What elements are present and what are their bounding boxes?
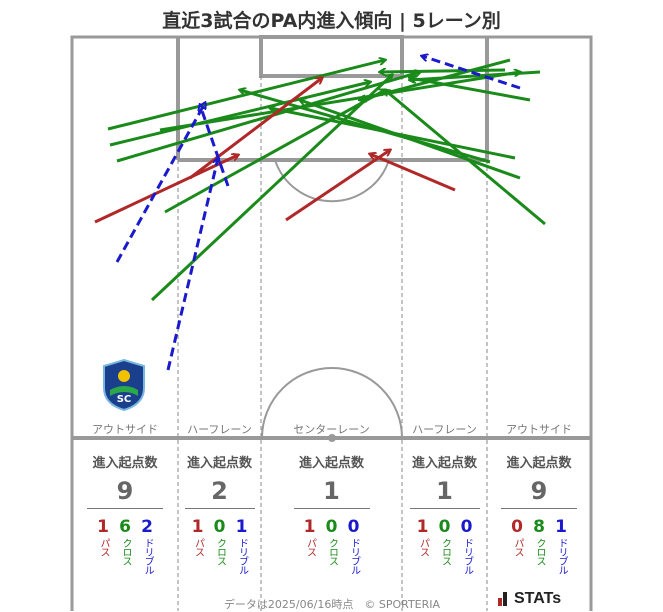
stats-breakdown: 1 パス 0 クロス 0 ドリブル — [402, 517, 487, 574]
cross-label: クロス — [214, 538, 226, 565]
brand-logo: STATs — [498, 590, 561, 608]
pass-arrow — [189, 78, 322, 180]
lane-stats-outside-right: 進入起点数 9 0 パス 8 クロス 1 ドリブル — [487, 452, 591, 574]
lane-label-half-left: ハーフレーン — [187, 423, 252, 436]
cross-arrow — [270, 108, 516, 160]
penalty-arc — [274, 159, 390, 203]
stats-total: 9 — [116, 477, 134, 505]
entry-arrows — [94, 56, 546, 371]
cross-arrow — [150, 75, 392, 302]
stats-header: 進入起点数 — [298, 456, 364, 471]
stats-breakdown: 0 パス 8 クロス 1 ドリブル — [487, 517, 591, 574]
dribble-label: ドリブル — [142, 538, 153, 574]
dribble-arrow — [115, 103, 205, 263]
pass-label: パス — [304, 538, 316, 556]
dribble-label: ドリブル — [461, 538, 473, 574]
pass-label: パス — [417, 538, 429, 556]
dribble-arrow — [166, 158, 218, 371]
cross-arrow — [380, 70, 506, 72]
pass-label: パス — [98, 538, 109, 556]
cross-arrow — [109, 82, 370, 147]
cross-arrow — [410, 70, 541, 80]
lane-stats-half-right: 進入起点数 1 1 パス 0 クロス 0 ドリブル — [402, 452, 487, 574]
stats-header: 進入起点数 — [186, 456, 252, 471]
stats-divider — [87, 508, 163, 509]
brand-bars-icon — [498, 592, 510, 606]
center-circle — [261, 367, 403, 439]
lane-label-center: センターレーン — [293, 423, 370, 436]
pass-count: 0 — [511, 517, 523, 537]
dribble-label: ドリブル — [556, 538, 567, 574]
stats-breakdown: 1 パス 0 クロス 0 ドリブル — [261, 517, 402, 574]
pass-count: 1 — [191, 517, 204, 537]
dribble-arrow — [422, 56, 521, 90]
cross-arrow — [164, 90, 385, 214]
stats-breakdown: 1 パス 0 クロス 1 ドリブル — [178, 517, 261, 574]
cross-count: 8 — [533, 517, 545, 537]
lane-stats-half-left: 進入起点数 2 1 パス 0 クロス 1 ドリブル — [178, 452, 261, 574]
lane-label-outside-right: アウトサイド — [506, 423, 572, 436]
lane-stats-outside-left: 進入起点数 9 1 パス 6 クロス 2 ドリブル — [72, 452, 178, 574]
stats-header: 進入起点数 — [92, 456, 158, 471]
dribble-label: ドリブル — [236, 538, 248, 574]
pass-label: パス — [512, 538, 523, 556]
stats-total: 1 — [323, 477, 340, 505]
pass-arrow — [370, 154, 456, 192]
dribble-count: 1 — [555, 517, 567, 537]
dribble-count: 2 — [141, 517, 153, 537]
pass-count: 1 — [416, 517, 429, 537]
chart-title: 直近3試合のPA内進入傾向 | 5レーン別 — [162, 10, 501, 32]
cross-count: 0 — [325, 517, 338, 537]
lane-label-outside-left: アウトサイド — [92, 423, 158, 436]
footer-credit: データは2025/06/16時点 © SPORTERIA — [223, 598, 441, 611]
stats-header: 進入起点数 — [506, 456, 572, 471]
cross-count: 6 — [119, 517, 131, 537]
cross-label: クロス — [534, 538, 545, 565]
dribble-count: 0 — [460, 517, 473, 537]
stats-divider — [293, 508, 370, 509]
stats-divider — [184, 508, 255, 509]
stats-divider — [501, 508, 577, 509]
dribble-label: ドリブル — [348, 538, 360, 574]
stats-total: 2 — [211, 477, 228, 505]
dribble-count: 0 — [347, 517, 360, 537]
pass-label: パス — [192, 538, 204, 556]
cross-arrow — [360, 58, 511, 100]
logo-lettering: SC — [117, 394, 132, 405]
center-spot — [328, 434, 336, 442]
brand-name: STATs — [514, 590, 562, 607]
cross-arrow — [159, 72, 520, 132]
cross-label: クロス — [326, 538, 338, 565]
cross-label: クロス — [120, 538, 131, 565]
stats-total: 9 — [530, 477, 548, 505]
pass-arrow — [285, 150, 390, 222]
club-logo: SC — [103, 358, 145, 412]
stats-header: 進入起点数 — [411, 456, 477, 471]
pass-count: 1 — [303, 517, 316, 537]
cross-label: クロス — [439, 538, 451, 565]
dribble-arrow — [200, 105, 230, 187]
lane-stats-center: 進入起点数 1 1 パス 0 クロス 0 ドリブル — [261, 452, 402, 574]
cross-count: 0 — [438, 517, 451, 537]
stats-breakdown: 1 パス 6 クロス 2 ドリブル — [72, 517, 178, 574]
dribble-count: 1 — [235, 517, 248, 537]
stats-divider — [409, 508, 480, 509]
pass-arrow — [94, 155, 238, 224]
pass-count: 1 — [97, 517, 109, 537]
cross-count: 0 — [213, 517, 226, 537]
cross-arrow — [300, 100, 521, 180]
goal-area — [259, 35, 404, 78]
stats-total: 1 — [436, 477, 453, 505]
lane-label-half-right: ハーフレーン — [412, 423, 477, 436]
